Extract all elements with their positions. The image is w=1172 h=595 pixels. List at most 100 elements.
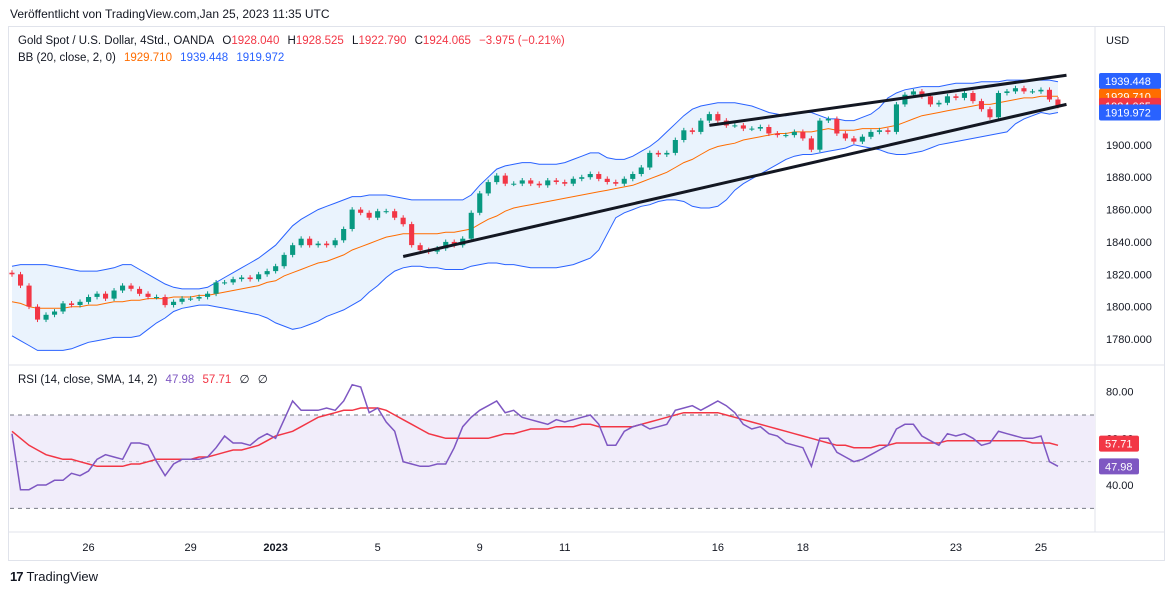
candle-body — [740, 125, 746, 129]
candle-body — [298, 238, 304, 246]
candle-body — [715, 114, 721, 121]
rsi-value: 47.98 — [165, 374, 195, 386]
candle-body — [239, 277, 245, 280]
candle-body — [154, 297, 160, 298]
candle-body — [1046, 89, 1052, 100]
open-value: 1928.040 — [231, 35, 280, 47]
candle-body — [859, 136, 865, 142]
price-badge — [1099, 104, 1161, 121]
rsi-badge-label: 57.71 — [1105, 439, 1133, 451]
candle-body — [485, 182, 491, 194]
candle-body — [808, 138, 814, 150]
candle-body — [1021, 88, 1027, 92]
currency-label: USD — [1106, 35, 1129, 47]
hidden-icon[interactable]: ∅ — [257, 374, 268, 386]
candle-body — [664, 152, 670, 155]
candle-body — [103, 293, 109, 299]
candle-body — [885, 130, 891, 132]
time-tick-label: 16 — [712, 542, 724, 554]
bb-upper-value: 1939.448 — [180, 52, 229, 64]
candle-body — [383, 211, 389, 213]
candle-body — [562, 182, 568, 184]
candle-body — [9, 272, 15, 275]
candle-body — [579, 177, 585, 179]
candle-body — [774, 133, 780, 136]
time-tick-label: 11 — [559, 542, 570, 554]
candle-body — [468, 212, 474, 239]
candle-body — [961, 93, 967, 98]
candle-body — [689, 130, 695, 132]
low-label: L — [352, 35, 359, 47]
rsi-sma-value: 57.71 — [202, 374, 232, 386]
candle-body — [205, 293, 211, 297]
trendline-lower — [402, 102, 1067, 258]
candle-body — [893, 104, 899, 132]
candle-body — [706, 114, 712, 121]
hidden-icon[interactable]: ∅ — [239, 374, 250, 386]
time-tick-label: 9 — [477, 542, 483, 554]
rsi-badge — [1099, 458, 1139, 475]
candle-body — [783, 135, 789, 137]
candle-body — [315, 243, 321, 246]
candle-body — [528, 180, 534, 184]
candle-body — [392, 211, 398, 218]
bb-label[interactable]: BB (20, close, 2, 0) — [18, 52, 116, 64]
candle-body — [766, 127, 772, 134]
candle-body — [919, 91, 925, 97]
candle-body — [179, 298, 185, 302]
rsi-label[interactable]: RSI (14, close, SMA, 14, 2) — [18, 374, 158, 386]
rsi-tick-label: 80.00 — [1106, 387, 1134, 399]
candle-body — [800, 131, 806, 139]
candle-body — [94, 293, 100, 297]
rsi-line — [11, 383, 1059, 491]
candle-body — [596, 174, 602, 179]
price-badge — [1099, 72, 1161, 89]
open-label: O — [222, 35, 232, 47]
candle-body — [936, 102, 942, 105]
candle-body — [162, 297, 168, 306]
candle-body — [536, 183, 542, 186]
candle-body — [86, 297, 92, 302]
candle-body — [1029, 91, 1035, 93]
candle-body — [222, 282, 228, 284]
published-note: Veröffentlicht von TradingView.com,Jan 2… — [10, 7, 330, 21]
candle-body — [672, 140, 678, 153]
bb-basis-line — [11, 95, 1058, 309]
time-tick-label: 5 — [375, 542, 381, 554]
high-value: 1928.525 — [295, 35, 344, 47]
candle-body — [825, 118, 831, 121]
price-tick-label: 1840.000 — [1106, 237, 1152, 249]
time-tick-label: 18 — [797, 542, 809, 554]
price-badge-label: 1919.972 — [1105, 108, 1151, 120]
candle-body — [749, 128, 755, 130]
candle-body — [196, 297, 202, 299]
candle-body — [213, 282, 219, 294]
candle-body — [137, 288, 143, 294]
candle-body — [545, 180, 551, 186]
brand-name: TradingView — [26, 569, 99, 584]
candle-body — [230, 279, 236, 283]
time-tick-label: 23 — [950, 542, 962, 554]
candle-body — [52, 311, 58, 315]
candle-body — [18, 274, 24, 286]
symbol-title[interactable]: Gold Spot / U.S. Dollar, 4Std., OANDA — [18, 35, 215, 47]
candle-body — [927, 96, 933, 105]
candle-body — [698, 120, 704, 132]
candle-body — [910, 91, 916, 95]
candle-body — [1038, 89, 1044, 92]
candle-body — [43, 314, 49, 320]
candle-body — [604, 178, 610, 182]
candle-body — [35, 306, 41, 320]
price-tick-label: 1800.000 — [1106, 302, 1152, 314]
high-label: H — [287, 35, 296, 47]
candle-body — [834, 118, 840, 134]
time-tick-label: 26 — [82, 542, 94, 554]
chart-frame — [8, 26, 1165, 561]
candle-body — [876, 130, 882, 132]
candle-body — [307, 238, 313, 246]
candle-body — [553, 180, 559, 182]
tradingview-branding[interactable]: 17 TradingView — [10, 569, 98, 584]
candle-body — [247, 277, 253, 280]
candle-body — [817, 120, 823, 150]
